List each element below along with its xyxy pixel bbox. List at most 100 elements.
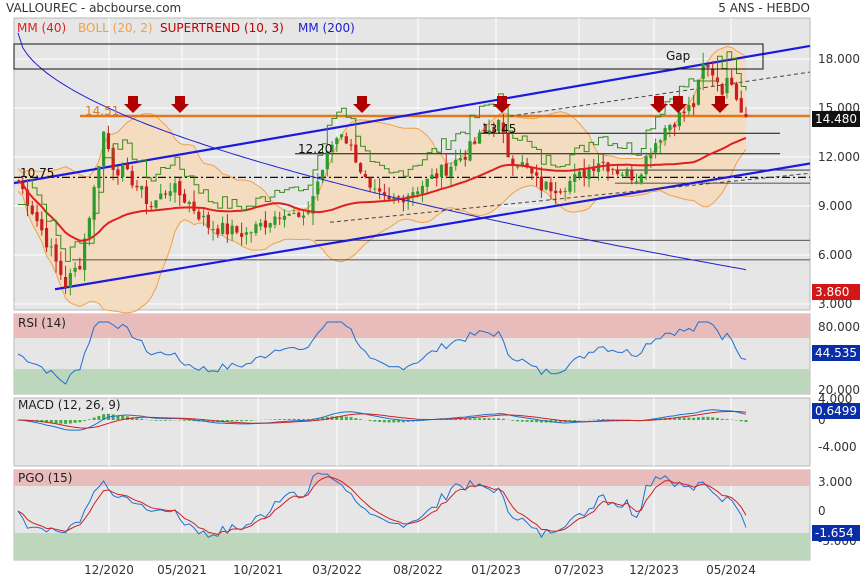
gap-box [13, 43, 764, 70]
macd-hist-bar [59, 420, 63, 424]
macd-hist-bar [387, 420, 391, 423]
x-tick-label: 03/2022 [312, 563, 362, 577]
macd-hist-bar [135, 418, 139, 420]
candle-body [225, 223, 229, 235]
candle-body [720, 84, 724, 95]
macd-hist-bar [287, 418, 291, 420]
candle-body [116, 169, 120, 176]
candle-body [240, 233, 244, 237]
macd-hist-bar [321, 417, 325, 420]
macd-title: MACD (12, 26, 9) [18, 398, 121, 412]
x-tick-label: 07/2023 [554, 563, 604, 577]
candle-body [263, 220, 268, 228]
rsi-tick-label: 80.000 [818, 320, 860, 334]
macd-hist-bar [354, 418, 358, 420]
candle-body [368, 177, 372, 188]
candle-body [554, 190, 558, 194]
candle-body [392, 198, 396, 200]
macd-last-badge [812, 403, 860, 419]
macd-hist-bar [596, 419, 600, 420]
candle-body [282, 215, 287, 220]
macd-hist-bar [240, 420, 244, 422]
symbol-title: VALLOUREC - abcbourse.com [6, 1, 181, 15]
candle-body [92, 187, 96, 220]
y-tick-label: 6.000 [818, 248, 852, 262]
macd-hist-bar [516, 420, 520, 422]
candle-body [349, 144, 353, 146]
x-tick-label: 10/2021 [233, 563, 283, 577]
gap-label: Gap [666, 49, 690, 63]
macd-hist-bar [54, 420, 58, 424]
trend-dashed-upper [509, 71, 811, 117]
candle-body [739, 98, 743, 113]
macd-hist-bar [78, 420, 82, 423]
candle-body [54, 244, 58, 262]
candle-body [40, 219, 44, 231]
down-arrow-icon [493, 96, 511, 113]
trend-dashed-lower [329, 172, 811, 223]
candle-body [516, 166, 520, 168]
macd-hist-bar [340, 416, 344, 420]
macd-hist-bar [168, 420, 172, 421]
candle-body [192, 201, 196, 211]
y-tick-label: 3.000 [818, 297, 852, 311]
macd-hist-bar [539, 420, 543, 423]
macd-hist-bar [449, 419, 453, 420]
candle-body [444, 163, 448, 176]
candle-body [630, 170, 634, 181]
macd-hist-bar [278, 419, 282, 420]
candle-body [83, 238, 87, 270]
candle-body [268, 223, 272, 228]
macd-hist-bar [459, 418, 463, 420]
candle-body [230, 225, 234, 235]
candle-body [354, 144, 358, 163]
rsi-line [17, 321, 747, 385]
candle-body [320, 169, 325, 180]
candle-body [677, 112, 681, 127]
x-tick-label: 05/2021 [157, 563, 207, 577]
candle-body [416, 191, 420, 195]
candle-body [544, 181, 548, 190]
candle-body [511, 158, 515, 165]
candle-body [435, 173, 439, 179]
legend-supertrend: SUPERTREND (10, 3) [160, 21, 284, 35]
y-tick-label: 12.000 [818, 150, 860, 164]
macd-tick-label: 4.000 [818, 392, 852, 406]
candle-body [221, 222, 225, 234]
candle-body [658, 140, 662, 143]
candle-body [63, 276, 68, 288]
macd-hist-bar [497, 418, 501, 420]
candle-body [496, 120, 501, 131]
x-tick-label: 01/2023 [471, 563, 521, 577]
macd-hist-bar [511, 420, 515, 421]
macd-hist-bar [478, 418, 482, 420]
candle-body [130, 170, 134, 186]
candle-body [468, 141, 472, 161]
x-tick-label: 12/2020 [84, 563, 134, 577]
candle-body [382, 192, 386, 195]
down-arrow-icon [669, 96, 687, 113]
candle-body [454, 159, 458, 166]
macd-hist-bar [692, 417, 696, 420]
candle-body [49, 246, 53, 248]
candle-body [568, 180, 572, 192]
candle-body [687, 105, 691, 112]
pgo-last-badge [812, 525, 860, 541]
candle-body [306, 211, 310, 214]
candle-body [397, 196, 401, 198]
macd-panel [13, 397, 811, 467]
candle-body [620, 174, 624, 176]
candle-body [125, 164, 130, 170]
candle-body [668, 125, 672, 131]
macd-hist-bar [125, 416, 129, 420]
candle-body [611, 169, 615, 171]
macd-hist-bar [92, 417, 96, 420]
candle-body [420, 185, 425, 194]
candle-body [344, 136, 348, 144]
candle-body [154, 200, 158, 208]
candle-body [106, 133, 111, 150]
macd-hist-bar [316, 418, 320, 420]
candle-body [373, 188, 377, 190]
candle-body [563, 190, 567, 192]
candles [21, 52, 748, 296]
